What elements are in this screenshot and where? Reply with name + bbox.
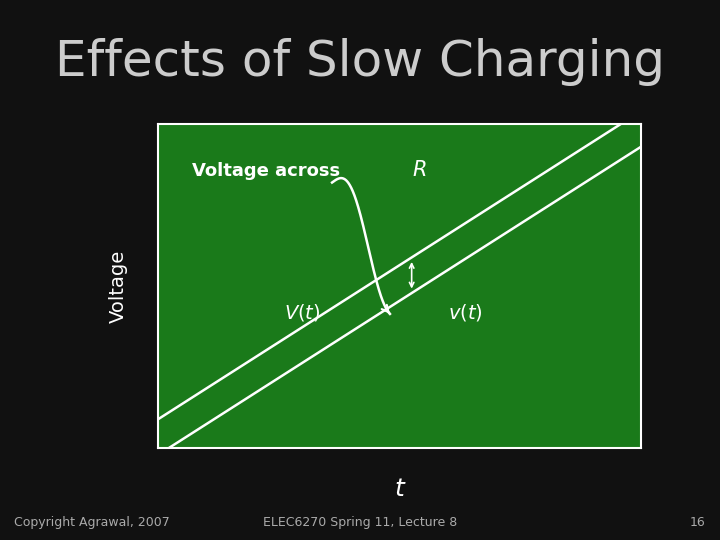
Text: $R$: $R$ [412, 160, 426, 180]
Text: $V(t)$: $V(t)$ [284, 302, 320, 323]
Text: t: t [395, 477, 405, 501]
Text: $v(t)$: $v(t)$ [448, 302, 482, 323]
Text: 16: 16 [690, 516, 706, 529]
Text: Voltage across: Voltage across [192, 162, 346, 180]
Text: Effects of Slow Charging: Effects of Slow Charging [55, 38, 665, 86]
Text: Copyright Agrawal, 2007: Copyright Agrawal, 2007 [14, 516, 170, 529]
Text: ELEC6270 Spring 11, Lecture 8: ELEC6270 Spring 11, Lecture 8 [263, 516, 457, 529]
Text: Voltage: Voltage [109, 249, 128, 323]
